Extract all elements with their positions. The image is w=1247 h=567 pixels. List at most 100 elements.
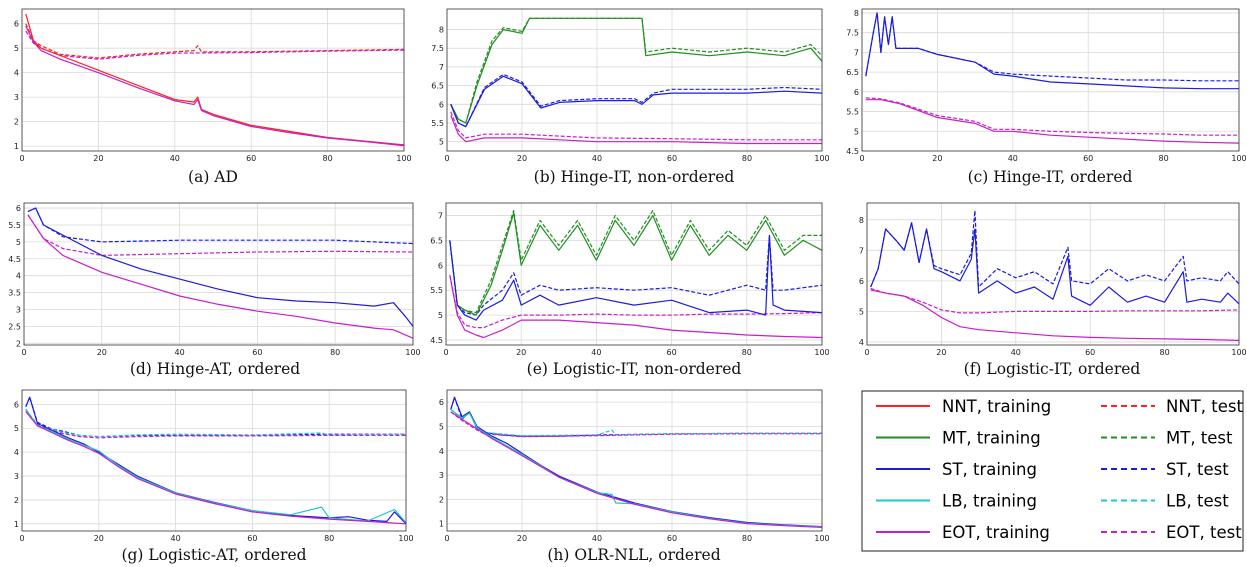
plot-frame (866, 202, 1240, 346)
x-tick-label: 60 (667, 348, 677, 357)
x-tick-label: 100 (1231, 154, 1246, 163)
series-line-mt-test (449, 209, 822, 314)
plot-frame (446, 389, 823, 532)
series-line-eot-training (27, 214, 414, 339)
legend-label-mt-training: MT, training (942, 429, 1041, 448)
series-line-eot-training (25, 25, 405, 147)
y-tick-label: 3 (439, 471, 444, 480)
y-tick-label: 1 (14, 520, 19, 529)
legend-label-st-test: ST, test (1166, 460, 1229, 479)
y-tick-label: 5 (439, 422, 444, 431)
plot-area (867, 203, 1239, 345)
x-tick-label: 80 (323, 154, 333, 163)
x-tick-label: 100 (814, 348, 829, 357)
y-tick-label: 5 (14, 424, 19, 433)
x-tick-label: 40 (1008, 154, 1018, 163)
y-tick-label: 7 (859, 246, 864, 255)
x-tick-label: 100 (405, 348, 420, 357)
x-tick-label: 20 (93, 154, 103, 163)
x-tick-label: 60 (247, 534, 257, 543)
x-tick-label: 0 (444, 154, 449, 163)
x-tick-label: 20 (936, 348, 946, 357)
x-tick-label: 0 (443, 348, 448, 357)
series-line-eot-test (25, 411, 406, 439)
y-tick-label: 6.5 (430, 236, 443, 245)
legend-label-lb-training: LB, training (942, 492, 1037, 511)
legend-label-nnt-test: NNT, test (1166, 397, 1243, 416)
y-tick-label: 6 (859, 277, 864, 286)
y-tick-label: 4 (859, 338, 864, 347)
plot-frame (21, 8, 405, 152)
x-tick-label: 60 (246, 154, 256, 163)
panel-caption: (h) OLR-NLL, ordered (547, 546, 720, 564)
chart-panel-7: 0 20 40 60 80 100 1 2 3 4 5 6 (g) Logistic-AT, order… (14, 389, 414, 564)
y-tick-label: 5.5 (8, 221, 21, 230)
x-tick-label: 60 (667, 154, 677, 163)
x-tick-label: 20 (94, 534, 104, 543)
y-tick-label: 3 (14, 93, 19, 102)
legend-label-mt-test: MT, test (1166, 429, 1233, 448)
plot-area (22, 9, 404, 151)
y-tick-label: 7 (439, 63, 444, 72)
chart-panel-2: 0 20 40 60 80 100 5 5.5 6 6.5 7 7.5 8 (b) Hinge-IT, n… (431, 8, 830, 186)
y-tick-label: 2.5 (8, 322, 21, 331)
panel-caption: (e) Logistic-IT, non-ordered (527, 360, 742, 378)
y-tick-label: 2 (14, 118, 19, 127)
y-tick-label: 5 (439, 138, 444, 147)
y-tick-label: 6 (14, 400, 19, 409)
series-line-eot-training (870, 289, 1240, 341)
series-line-st-training (27, 207, 414, 327)
x-tick-label: 100 (814, 534, 829, 543)
plot-area (24, 203, 413, 345)
legend: NNT, training NNT, test MT, training MT, te… (861, 390, 1244, 552)
x-tick-label: 60 (252, 348, 262, 357)
x-tick-label: 100 (396, 154, 411, 163)
series-line-eot-test (27, 214, 414, 256)
series-line-nnt-test (25, 23, 405, 59)
chart-panel-1: 0 20 40 60 80 100 1 2 3 4 5 6 (a) AD (14, 8, 412, 186)
y-tick-label: 6.5 (431, 82, 444, 91)
series-line-eot-training (25, 411, 407, 525)
x-tick-label: 100 (814, 154, 829, 163)
y-tick-label: 8 (854, 9, 859, 18)
panel-caption: (g) Logistic-AT, ordered (121, 546, 306, 564)
legend-label-st-training: ST, training (942, 460, 1037, 479)
y-tick-label: 5.5 (431, 119, 444, 128)
legend-frame (861, 390, 1244, 552)
y-tick-label: 2 (16, 339, 21, 348)
series-line-eot-training (450, 411, 823, 528)
x-tick-label: 40 (591, 348, 601, 357)
x-tick-label: 40 (1011, 348, 1021, 357)
plot-area (446, 203, 822, 345)
y-tick-label: 4.5 (430, 336, 443, 345)
y-tick-label: 1 (14, 142, 19, 151)
plot-frame (445, 202, 823, 346)
x-tick-label: 80 (742, 154, 752, 163)
chart-panel-4: 0 20 40 60 80 100 2 2.5 3 3.5 4 4.5 5 5.5 6 (d) Hinge-A… (8, 202, 421, 378)
x-tick-label: 0 (864, 348, 869, 357)
legend-label-nnt-training: NNT, training (942, 397, 1051, 416)
y-tick-label: 4 (14, 448, 19, 457)
x-tick-label: 60 (1083, 154, 1093, 163)
y-tick-label: 5 (859, 307, 864, 316)
panel-caption: (b) Hinge-IT, non-ordered (534, 168, 735, 186)
x-tick-label: 20 (517, 154, 527, 163)
y-tick-label: 5 (438, 311, 443, 320)
x-tick-label: 100 (1231, 348, 1246, 357)
y-tick-label: 5.5 (430, 286, 443, 295)
x-tick-label: 20 (516, 348, 526, 357)
y-tick-label: 5 (14, 44, 19, 53)
legend-label-eot-test: EOT, test (1166, 523, 1242, 542)
y-tick-label: 8 (859, 216, 864, 225)
x-tick-label: 80 (324, 534, 334, 543)
series-line-nnt-training (25, 13, 405, 146)
chart-panel-3: 0 20 40 60 80 100 4.5 5 5.5 6 6.5 7 7.5 8 (c) Hinge-IT… (846, 8, 1247, 186)
x-tick-label: 0 (19, 154, 24, 163)
y-tick-label: 5.5 (846, 108, 859, 117)
y-tick-label: 4 (439, 447, 444, 456)
series-line-st-test (27, 207, 414, 245)
series-line-eot-training (449, 275, 823, 339)
x-tick-label: 40 (170, 154, 180, 163)
y-tick-label: 1 (439, 520, 444, 529)
